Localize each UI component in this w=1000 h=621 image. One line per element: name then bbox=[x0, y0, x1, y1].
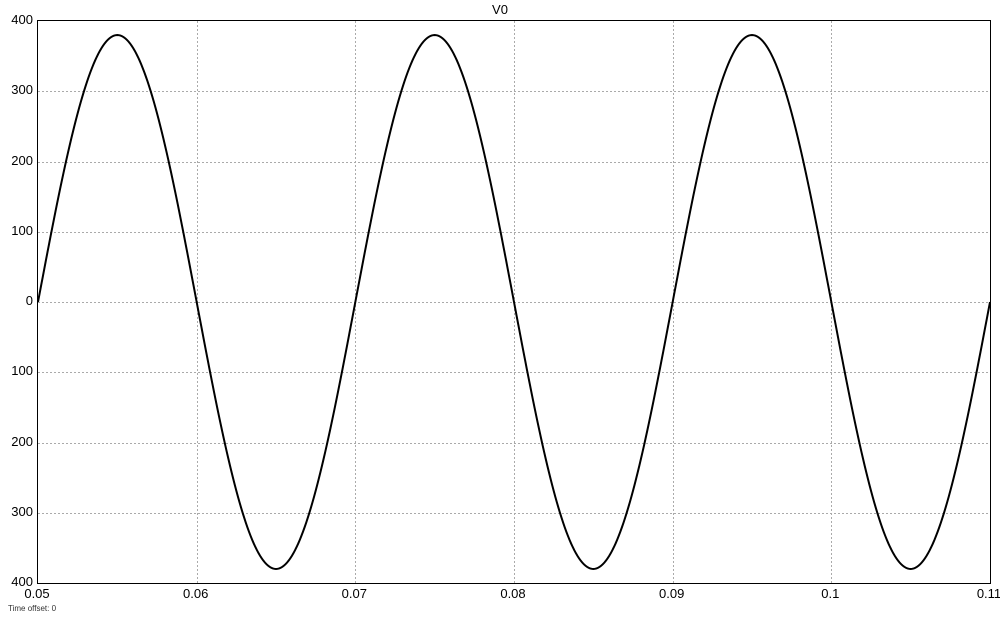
chart-title: V0 bbox=[0, 2, 1000, 17]
time-offset-label: Time offset: 0 bbox=[8, 604, 56, 613]
x-axis-label: 0.09 bbox=[659, 586, 684, 601]
y-axis-label: 300 bbox=[3, 82, 33, 97]
x-axis-label: 0.11 bbox=[977, 586, 1000, 601]
x-axis-label: 0.06 bbox=[183, 586, 208, 601]
x-axis-label: 0.05 bbox=[24, 586, 49, 601]
waveform-svg bbox=[38, 21, 990, 583]
sine-curve bbox=[38, 35, 990, 569]
y-axis-label: 400 bbox=[3, 12, 33, 27]
y-axis-label: 300 bbox=[3, 504, 33, 519]
y-axis-label: 0 bbox=[3, 293, 33, 308]
y-axis-label: 200 bbox=[3, 153, 33, 168]
plot-area bbox=[37, 20, 991, 584]
x-axis-label: 0.1 bbox=[821, 586, 839, 601]
x-axis-label: 0.07 bbox=[342, 586, 367, 601]
x-axis-label: 0.08 bbox=[500, 586, 525, 601]
chart-container: V0 Time offset: 0 400 300 200 100 0 100 200 300… bbox=[0, 0, 1000, 621]
y-axis-label: 100 bbox=[3, 223, 33, 238]
y-axis-label: 100 bbox=[3, 363, 33, 378]
y-axis-label: 200 bbox=[3, 434, 33, 449]
